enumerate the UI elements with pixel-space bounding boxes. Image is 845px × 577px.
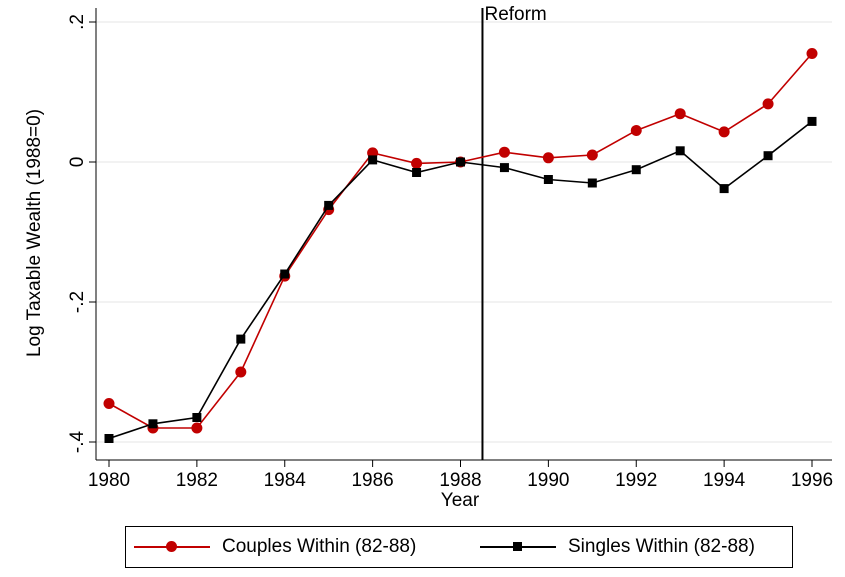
data-point bbox=[103, 398, 115, 409]
x-tick-label: 1994 bbox=[703, 470, 746, 491]
data-point bbox=[586, 149, 598, 161]
x-tick-label: 1992 bbox=[615, 470, 657, 491]
x-axis-title: Year bbox=[441, 490, 480, 511]
reform-label: Reform bbox=[484, 4, 546, 25]
data-point bbox=[762, 98, 774, 110]
x-tick-label: 1986 bbox=[351, 470, 393, 491]
y-axis-title: Log Taxable Wealth (1988=0) bbox=[24, 109, 45, 357]
data-point bbox=[719, 184, 729, 194]
plot-area bbox=[96, 8, 832, 460]
data-point bbox=[807, 116, 817, 126]
square-marker-icon bbox=[513, 542, 522, 551]
data-point bbox=[148, 419, 158, 429]
axes bbox=[95, 8, 832, 461]
data-point bbox=[718, 126, 730, 138]
data-point bbox=[104, 434, 114, 443]
data-point bbox=[411, 157, 423, 169]
data-point bbox=[674, 108, 686, 120]
legend-item-singles: Singles Within (82-88) bbox=[480, 527, 755, 567]
x-tick-label: 1984 bbox=[264, 470, 307, 491]
data-point bbox=[499, 163, 509, 173]
x-tick-label: 1990 bbox=[527, 470, 569, 491]
y-axis-ticks: -.4 -.2 0 .2 bbox=[67, 14, 96, 453]
data-point bbox=[324, 200, 334, 210]
x-tick-label: 1988 bbox=[439, 470, 481, 491]
annotations: Reform bbox=[481, 4, 547, 460]
data-point bbox=[631, 165, 641, 175]
legend: Couples Within (82-88) Singles Within (8… bbox=[125, 526, 793, 568]
data-point bbox=[456, 157, 465, 167]
circle-marker-icon bbox=[166, 541, 177, 552]
data-point bbox=[675, 146, 685, 156]
x-tick-label: 1982 bbox=[176, 470, 218, 491]
data-point bbox=[498, 146, 510, 158]
y-tick-label: -.2 bbox=[67, 291, 88, 313]
legend-swatch-couples bbox=[134, 527, 210, 567]
x-tick-label: 1980 bbox=[88, 470, 130, 491]
data-point bbox=[806, 48, 818, 59]
data-point bbox=[587, 178, 597, 188]
x-axis-ticks: 1980 1982 1984 1986 1988 1990 1992 1994 1996 bbox=[88, 460, 833, 491]
data-point bbox=[630, 125, 642, 136]
data-point bbox=[236, 334, 246, 344]
y-tick-label: .2 bbox=[67, 14, 88, 30]
legend-label-singles: Singles Within (82-88) bbox=[568, 536, 755, 557]
data-point bbox=[191, 422, 203, 434]
data-point bbox=[763, 151, 773, 161]
x-tick-label: 1996 bbox=[791, 470, 833, 491]
legend-swatch-singles bbox=[480, 527, 556, 567]
y-tick-label: -.4 bbox=[67, 430, 88, 453]
data-point bbox=[280, 269, 290, 279]
data-point bbox=[542, 152, 554, 164]
data-point bbox=[543, 175, 553, 184]
legend-label-couples: Couples Within (82-88) bbox=[222, 536, 417, 557]
data-point bbox=[368, 155, 378, 165]
data-point bbox=[412, 168, 422, 177]
series-layer bbox=[103, 48, 818, 443]
data-point bbox=[192, 413, 202, 422]
legend-item-couples: Couples Within (82-88) bbox=[134, 527, 416, 567]
data-point bbox=[235, 366, 247, 378]
y-tick-label: 0 bbox=[67, 157, 88, 168]
